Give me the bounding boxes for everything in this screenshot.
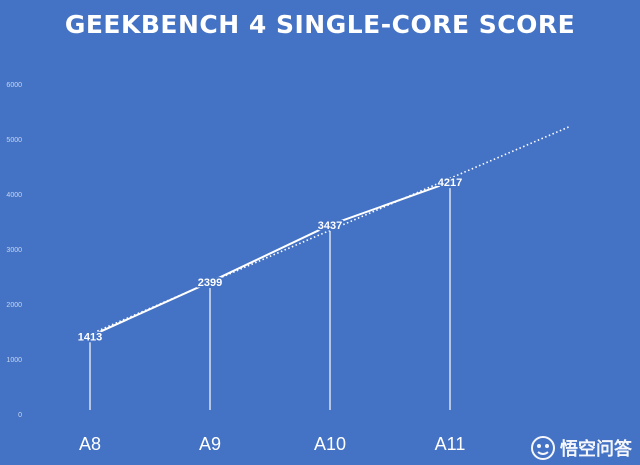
y-tick-label: 3000	[6, 247, 22, 254]
x-tick-label: A9	[199, 434, 221, 454]
x-tick-label: A11	[435, 434, 466, 454]
y-tick-label: 1000	[6, 357, 22, 364]
data-label: 2399	[198, 277, 222, 289]
data-label: 1413	[78, 331, 102, 343]
y-tick-label: 0	[18, 412, 22, 419]
data-label: 3437	[318, 220, 342, 232]
y-tick-label: 4000	[6, 192, 22, 199]
y-tick-label: 2000	[6, 302, 22, 309]
wukong-logo-icon	[531, 436, 555, 460]
series-line	[89, 181, 451, 338]
data-label: 4217	[438, 177, 462, 189]
y-tick-label: 5000	[6, 137, 22, 144]
watermark-text: 悟空问答	[560, 439, 632, 460]
x-tick-label: A8	[79, 434, 101, 454]
watermark: 悟空问答	[530, 435, 632, 461]
y-tick-label: 6000	[6, 82, 22, 89]
x-tick-label: A10	[314, 434, 346, 454]
chart-title: GEEKBENCH 4 SINGLE-CORE SCORE	[64, 10, 576, 39]
